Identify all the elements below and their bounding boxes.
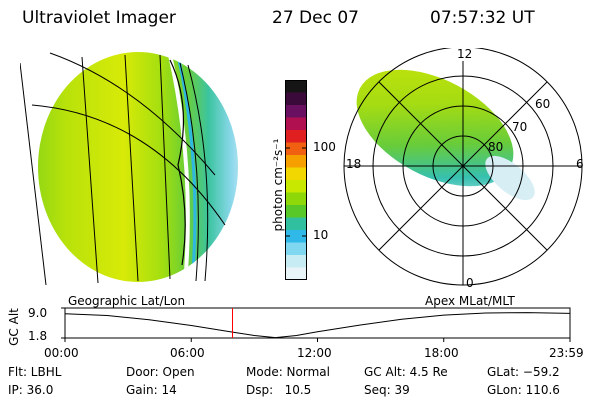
mlat-label-60: 60 — [535, 97, 551, 111]
polar-plot — [343, 48, 583, 286]
colorbar-segment — [285, 80, 307, 93]
colorbar-segment — [285, 180, 307, 193]
mlt-label-6: 6 — [576, 157, 584, 171]
colorbar-segment — [285, 117, 307, 131]
filter-info: Flt: LBHL — [8, 365, 62, 379]
altitude-series-line — [64, 312, 571, 339]
altitude-xtick-4: 23:59 — [549, 346, 584, 360]
glon-info: GLon: 110.6 — [487, 383, 560, 397]
door-info: Door: Open — [126, 365, 195, 379]
mode-info: Mode: Normal — [246, 365, 330, 379]
mlt-label-0: 0 — [466, 276, 474, 290]
mlt-label-12: 12 — [457, 47, 473, 61]
altitude-xtick-1: 06:00 — [170, 346, 205, 360]
colorbar-unit-label: photon cm⁻²s⁻¹ — [271, 138, 285, 232]
time-label: 07:57:32 UT — [430, 8, 535, 28]
mlat-label-70: 70 — [512, 120, 528, 134]
altitude-plot — [61, 307, 571, 342]
colorbar-segment — [285, 205, 307, 218]
colorbar-segment — [285, 242, 307, 256]
mlt-label-18: 18 — [346, 157, 362, 171]
colorbar — [285, 80, 307, 280]
ip-info: IP: 36.0 — [8, 383, 54, 397]
colorbar-tick-10: 10 — [313, 228, 329, 242]
geographic-image — [20, 52, 238, 286]
colorbar-segment — [285, 130, 307, 143]
apex-label: Apex MLat/MLT — [425, 294, 515, 308]
colorbar-segment — [285, 105, 307, 118]
altitude-xtick-3: 18:00 — [424, 346, 459, 360]
altitude-xtick-2: 12:00 — [297, 346, 332, 360]
geographic-label: Geographic Lat/Lon — [68, 294, 186, 308]
mlat-label-80: 80 — [488, 140, 504, 154]
colorbar-segment — [285, 155, 307, 168]
seq-info: Seq: 39 — [364, 383, 410, 397]
colorbar-segment — [285, 142, 307, 156]
colorbar-segment — [285, 217, 307, 231]
colorbar-segment — [285, 267, 307, 280]
gc-alt-info: GC Alt: 4.5 Re — [364, 365, 448, 379]
colorbar-frame — [285, 80, 307, 280]
colorbar-segment — [285, 255, 307, 268]
altitude-ytick-bottom: 1.8 — [28, 329, 48, 343]
instrument-title: Ultraviolet Imager — [22, 8, 176, 28]
altitude-ytick-top: 9.0 — [28, 306, 48, 320]
glat-info: GLat: −59.2 — [487, 365, 560, 379]
colorbar-segment — [285, 192, 307, 206]
dsp-info: Dsp: 10.5 — [246, 383, 312, 397]
altitude-xtick-0: 00:00 — [44, 346, 79, 360]
colorbar-segment — [285, 92, 307, 106]
date-label: 27 Dec 07 — [272, 8, 359, 28]
colorbar-segment — [285, 167, 307, 181]
colorbar-segment — [285, 230, 307, 243]
colorbar-tick-100: 100 — [313, 140, 336, 154]
gain-info: Gain: 14 — [126, 383, 177, 397]
